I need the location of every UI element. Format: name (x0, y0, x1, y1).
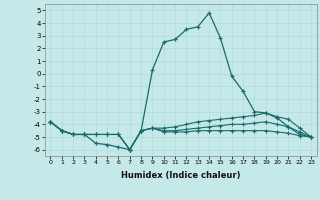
X-axis label: Humidex (Indice chaleur): Humidex (Indice chaleur) (121, 171, 241, 180)
